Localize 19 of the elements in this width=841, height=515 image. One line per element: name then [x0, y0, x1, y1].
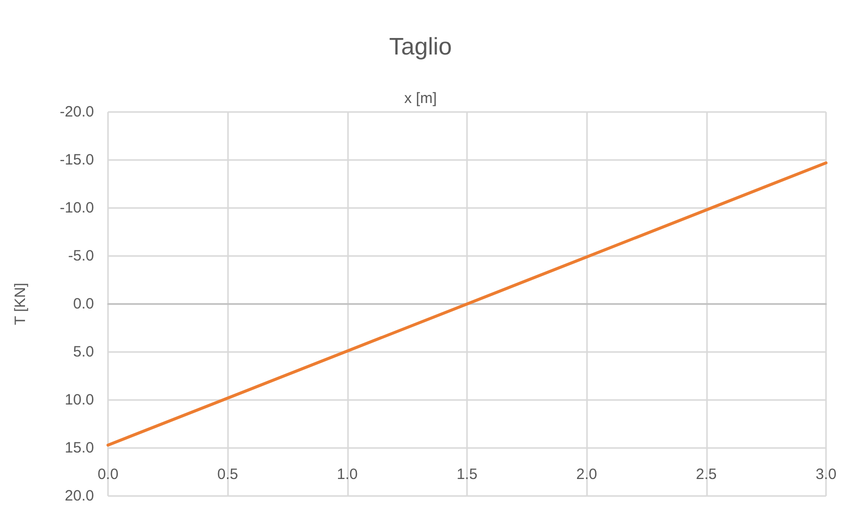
x-tick-label: 0.0	[98, 466, 118, 483]
x-axis-title: x [m]	[404, 90, 437, 107]
x-tick-label: 2.0	[576, 466, 598, 483]
y-tick-label: -10.0	[60, 200, 94, 216]
y-tick-label: 15.0	[64, 440, 94, 456]
y-tick-label: 10.0	[64, 392, 94, 408]
y-axis-title: T [KN]	[12, 282, 29, 326]
x-tick-label: 1.0	[336, 466, 358, 483]
y-tick-label: -5.0	[68, 248, 94, 264]
y-tick-label: 5.0	[73, 344, 94, 360]
y-tick-label: -15.0	[60, 152, 94, 168]
y-tick-label: 20.0	[64, 488, 94, 504]
chart-title: Taglio	[389, 34, 452, 60]
y-tick-label: 0.0	[73, 296, 94, 312]
x-tick-label: 1.5	[456, 466, 478, 483]
x-tick-label: 2.5	[696, 466, 717, 483]
x-tick-label: 0.5	[217, 466, 238, 483]
x-tick-label: 3.0	[816, 466, 836, 483]
y-tick-label: -20.0	[60, 104, 94, 120]
